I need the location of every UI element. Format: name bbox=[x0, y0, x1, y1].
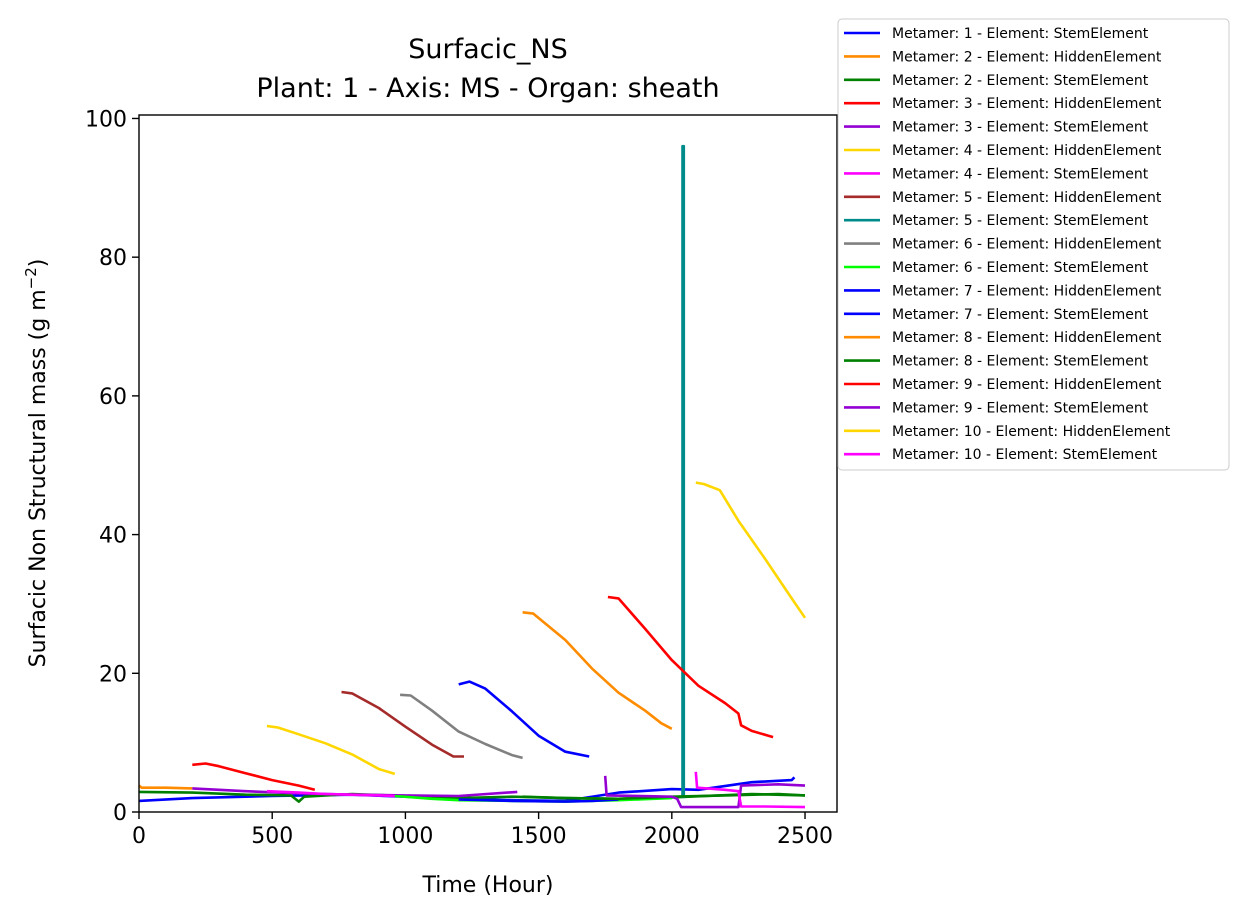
series-line-2 bbox=[138, 784, 193, 790]
legend-label: Metamer: 7 - Element: HiddenElement bbox=[892, 283, 1162, 299]
y-tick-label: 40 bbox=[99, 524, 127, 549]
x-axis-label: Time (Hour) bbox=[422, 873, 554, 898]
y-axis-label: Surfacic Non Structural mass (g m−2) bbox=[22, 259, 51, 668]
legend-label: Metamer: 8 - Element: StemElement bbox=[892, 354, 1149, 370]
legend-label: Metamer: 4 - Element: StemElement bbox=[892, 166, 1149, 182]
series-layer bbox=[138, 144, 807, 809]
y-tick-label: 0 bbox=[113, 801, 127, 826]
legend-label: Metamer: 5 - Element: HiddenElement bbox=[892, 190, 1162, 206]
legend-label: Metamer: 10 - Element: HiddenElement bbox=[892, 424, 1171, 440]
series-line-16 bbox=[607, 595, 774, 739]
y-axis-label-main: Surfacic Non Structural mass (g m bbox=[26, 289, 51, 667]
x-tick-label: 0 bbox=[132, 824, 146, 849]
legend-label: Metamer: 4 - Element: HiddenElement bbox=[892, 143, 1162, 159]
legend-label: Metamer: 3 - Element: StemElement bbox=[892, 120, 1149, 136]
legend-label: Metamer: 2 - Element: HiddenElement bbox=[892, 49, 1162, 65]
x-axis: 0 500 1000 1500 2000 2500 bbox=[132, 812, 833, 849]
legend-label: Metamer: 5 - Element: StemElement bbox=[892, 213, 1149, 229]
series-line-17 bbox=[603, 775, 806, 809]
series-line-9 bbox=[681, 144, 686, 799]
x-tick-label: 1500 bbox=[511, 824, 567, 849]
legend-label: Metamer: 9 - Element: StemElement bbox=[892, 400, 1149, 416]
x-tick-label: 1000 bbox=[377, 824, 433, 849]
series-line-13 bbox=[458, 798, 619, 803]
plot-area-frame bbox=[138, 114, 838, 813]
legend-label: Metamer: 6 - Element: HiddenElement bbox=[892, 237, 1162, 253]
legend-label: Metamer: 7 - Element: StemElement bbox=[892, 307, 1149, 323]
legend: Metamer: 1 - Element: StemElement Metamer… bbox=[837, 18, 1230, 471]
y-axis-label-exponent: −2 bbox=[22, 267, 40, 289]
y-axis: 0 20 40 60 80 100 bbox=[85, 107, 139, 826]
series-line-8 bbox=[341, 690, 464, 758]
x-tick-label: 2000 bbox=[644, 824, 700, 849]
x-tick-label: 500 bbox=[251, 824, 293, 849]
legend-label: Metamer: 1 - Element: StemElement bbox=[892, 26, 1149, 42]
y-tick-label: 80 bbox=[99, 246, 127, 271]
legend-label: Metamer: 6 - Element: StemElement bbox=[892, 260, 1149, 276]
legend-frame bbox=[837, 18, 1230, 471]
y-tick-label: 60 bbox=[99, 385, 127, 410]
series-line-18 bbox=[695, 481, 807, 619]
legend-label: Metamer: 2 - Element: StemElement bbox=[892, 73, 1149, 89]
series-line-6 bbox=[266, 724, 396, 776]
legend-label: Metamer: 10 - Element: StemElement bbox=[892, 447, 1158, 463]
y-tick-label: 20 bbox=[99, 662, 127, 687]
legend-label: Metamer: 3 - Element: HiddenElement bbox=[892, 96, 1162, 112]
legend-label: Metamer: 9 - Element: HiddenElement bbox=[892, 377, 1162, 393]
y-tick-label: 100 bbox=[85, 107, 127, 132]
x-tick-label: 2500 bbox=[777, 824, 833, 849]
chart-title: Surfacic_NS bbox=[408, 34, 567, 65]
series-line-10 bbox=[400, 693, 523, 760]
series-line-19 bbox=[694, 771, 806, 809]
chart-subtitle: Plant: 1 - Axis: MS - Organ: sheath bbox=[256, 73, 719, 104]
series-line-4 bbox=[192, 762, 316, 792]
series-line-12 bbox=[458, 680, 590, 758]
y-axis-label-close: ) bbox=[26, 259, 51, 268]
series-line-14 bbox=[522, 611, 673, 730]
series-line-7 bbox=[266, 789, 395, 798]
legend-label: Metamer: 8 - Element: HiddenElement bbox=[892, 330, 1162, 346]
